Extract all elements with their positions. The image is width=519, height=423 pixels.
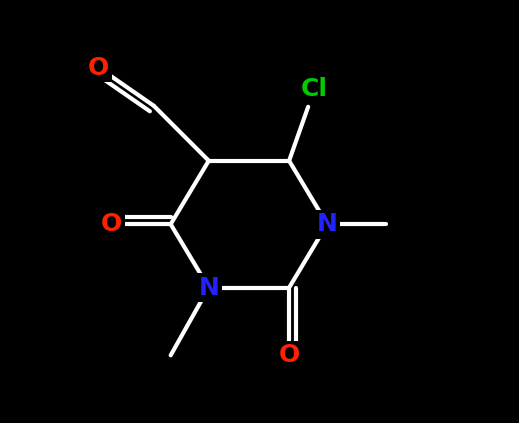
- Text: Cl: Cl: [301, 77, 328, 101]
- Text: N: N: [198, 276, 219, 299]
- Text: N: N: [317, 212, 338, 236]
- Text: O: O: [279, 343, 300, 367]
- Text: O: O: [88, 56, 110, 80]
- Text: O: O: [101, 212, 122, 236]
